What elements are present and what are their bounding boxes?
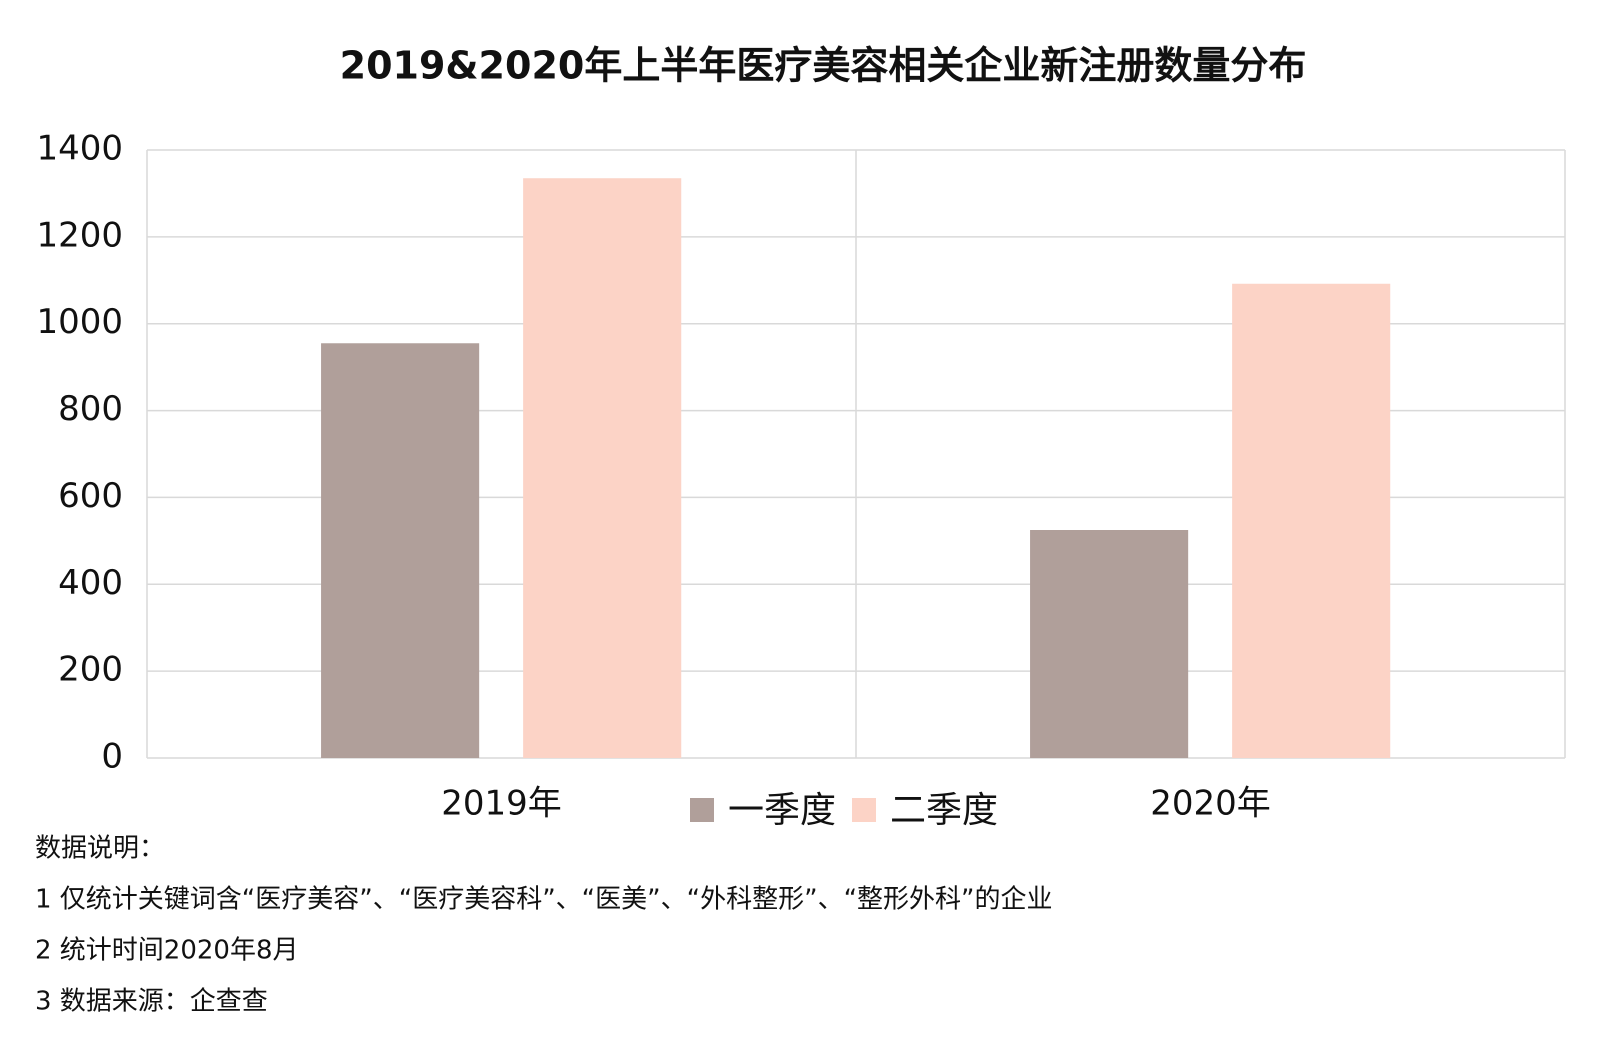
y-tick-label: 800 bbox=[58, 389, 123, 429]
y-tick-label: 1200 bbox=[36, 215, 123, 255]
note-line: 1 仅统计关键词含“医疗美容”、“医疗美容科”、“医美”、“外科整形”、“整形外… bbox=[35, 885, 1053, 915]
bar bbox=[1232, 283, 1391, 758]
x-tick-label: 2020年 bbox=[1150, 784, 1271, 824]
chart-title: 2019&2020年上半年医疗美容相关企业新注册数量分布 bbox=[340, 44, 1307, 88]
note-line: 3 数据来源：企查查 bbox=[35, 987, 268, 1017]
x-tick-label: 2019年 bbox=[441, 784, 562, 824]
y-tick-label: 0 bbox=[101, 737, 123, 777]
legend-swatch bbox=[690, 798, 714, 822]
legend-label: 二季度 bbox=[890, 790, 998, 831]
note-line: 2 统计时间2020年8月 bbox=[35, 936, 299, 966]
y-tick-label: 600 bbox=[58, 476, 123, 516]
legend-label: 一季度 bbox=[728, 790, 836, 831]
legend-swatch bbox=[852, 798, 876, 822]
y-tick-label: 200 bbox=[58, 650, 123, 690]
y-tick-label: 1400 bbox=[36, 129, 123, 169]
y-tick-label: 400 bbox=[58, 563, 123, 603]
bar bbox=[321, 343, 480, 758]
bar bbox=[523, 178, 682, 758]
y-tick-label: 1000 bbox=[36, 302, 123, 342]
bar bbox=[1030, 530, 1189, 758]
notes-heading: 数据说明： bbox=[35, 834, 165, 864]
